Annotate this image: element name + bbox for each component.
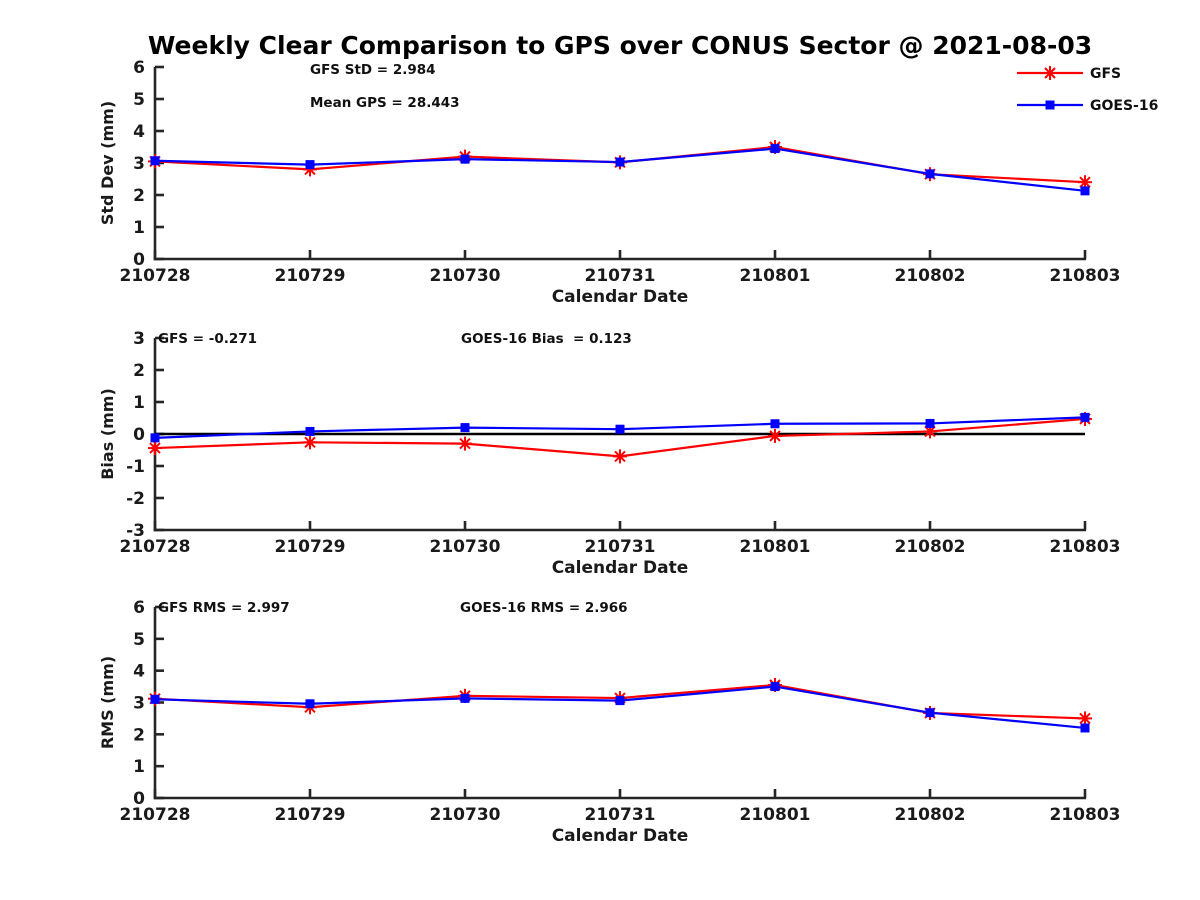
square-marker bbox=[305, 426, 315, 436]
square-marker bbox=[1080, 723, 1090, 733]
square-marker bbox=[1080, 186, 1090, 196]
subplot-bias-mm: -3 -2 -1 0 1 2 3 210728 210729 210730 210731 210801… bbox=[98, 329, 1120, 578]
x-tick-label: 210728 bbox=[120, 537, 191, 557]
square-marker bbox=[925, 169, 935, 179]
square-marker bbox=[460, 693, 470, 703]
square-marker bbox=[150, 433, 160, 443]
legend-label: GFS bbox=[1090, 66, 1121, 82]
square-marker bbox=[150, 156, 160, 166]
legend-item-gfs: GFS bbox=[1017, 66, 1121, 82]
y-tick-label: -3 bbox=[126, 521, 145, 541]
y-tick-label: 1 bbox=[133, 218, 145, 238]
y-tick-label: 0 bbox=[133, 425, 145, 445]
x-tick-label: 210729 bbox=[275, 266, 346, 286]
x-tick-label: 210803 bbox=[1050, 805, 1121, 825]
x-tick-label: 210731 bbox=[585, 266, 656, 286]
figure-title: Weekly Clear Comparison to GPS over CONU… bbox=[147, 31, 1093, 60]
square-marker bbox=[460, 423, 470, 433]
goes-16-markers bbox=[150, 682, 1090, 733]
y-tick-label: 2 bbox=[133, 361, 145, 381]
y-tick-label: 2 bbox=[133, 725, 145, 745]
y-tick-label: 3 bbox=[133, 154, 145, 174]
y-axis-label: Bias (mm) bbox=[98, 388, 117, 480]
y-tick-label: 1 bbox=[133, 393, 145, 413]
goes-16-markers bbox=[150, 144, 1090, 196]
square-marker bbox=[305, 699, 315, 709]
square-marker bbox=[925, 418, 935, 428]
x-tick-label: 210728 bbox=[120, 805, 191, 825]
x-tick-label: 210731 bbox=[585, 805, 656, 825]
x-tick-label: 210803 bbox=[1050, 537, 1121, 557]
asterisk-marker bbox=[613, 449, 627, 464]
square-marker bbox=[925, 708, 935, 718]
x-tick-label: 210803 bbox=[1050, 266, 1121, 286]
asterisk-marker bbox=[458, 436, 472, 451]
y-tick-label: 4 bbox=[133, 662, 145, 682]
x-tick-label: 210730 bbox=[430, 537, 501, 557]
asterisk-marker bbox=[303, 435, 317, 450]
asterisk-marker bbox=[1043, 66, 1057, 80]
goes-16-line bbox=[154, 147, 1086, 192]
y-tick-label: 2 bbox=[133, 186, 145, 206]
goes-16-markers bbox=[150, 412, 1090, 443]
x-axis-label: Calendar Date bbox=[552, 558, 689, 578]
y-axis-label: RMS (mm) bbox=[98, 656, 117, 749]
annotation-text: GFS = -0.271 bbox=[158, 331, 257, 347]
square-marker bbox=[305, 160, 315, 170]
x-tick-label: 210729 bbox=[275, 537, 346, 557]
x-tick-label: 210731 bbox=[585, 537, 656, 557]
y-tick-label: 0 bbox=[133, 250, 145, 270]
x-tick-label: 210728 bbox=[120, 266, 191, 286]
legend-label: GOES-16 bbox=[1090, 98, 1158, 114]
x-tick-label: 210802 bbox=[895, 266, 966, 286]
square-marker bbox=[460, 154, 470, 164]
annotation-text: GOES-16 Bias = 0.123 bbox=[461, 331, 632, 347]
y-tick-label: 1 bbox=[133, 757, 145, 777]
x-axis-label: Calendar Date bbox=[552, 826, 689, 846]
annotation-text: GOES-16 RMS = 2.966 bbox=[460, 600, 628, 616]
y-axis-label: Std Dev (mm) bbox=[98, 101, 117, 225]
x-tick-label: 210729 bbox=[275, 805, 346, 825]
square-marker bbox=[770, 682, 780, 692]
subplot-std-dev-mm: 0 1 2 3 4 5 6 210728 210729 210730 210731 210801 210… bbox=[98, 58, 1120, 307]
square-marker bbox=[615, 157, 625, 167]
y-tick-label: 3 bbox=[133, 329, 145, 349]
x-tick-label: 210801 bbox=[740, 266, 811, 286]
y-tick-label: 4 bbox=[133, 122, 145, 142]
subplot-rms-mm: 0 1 2 3 4 5 6 210728 210729 210730 210731 210801 210… bbox=[98, 598, 1120, 846]
y-tick-label: 5 bbox=[133, 630, 145, 650]
y-tick-label: 3 bbox=[133, 694, 145, 714]
x-tick-label: 210802 bbox=[895, 537, 966, 557]
annotation-text: Mean GPS = 28.443 bbox=[310, 95, 460, 111]
annotation-text: GFS StD = 2.984 bbox=[310, 62, 436, 78]
square-marker bbox=[615, 696, 625, 706]
gfs-markers bbox=[148, 411, 1092, 464]
asterisk-marker bbox=[1078, 711, 1092, 726]
square-marker bbox=[770, 419, 780, 429]
annotation-text: GFS RMS = 2.997 bbox=[158, 600, 290, 616]
square-marker bbox=[1045, 100, 1055, 110]
square-marker bbox=[615, 424, 625, 434]
y-tick-label: 6 bbox=[133, 598, 145, 618]
y-tick-label: -2 bbox=[126, 489, 145, 509]
y-tick-label: 0 bbox=[133, 789, 145, 809]
x-axis-label: Calendar Date bbox=[552, 287, 689, 307]
asterisk-marker bbox=[148, 441, 162, 456]
legend: GFS GOES-16 bbox=[1017, 66, 1158, 114]
square-marker bbox=[150, 694, 160, 704]
legend-item-goes-16: GOES-16 bbox=[1017, 98, 1158, 114]
square-marker bbox=[1080, 412, 1090, 422]
x-tick-label: 210730 bbox=[430, 266, 501, 286]
y-tick-label: 5 bbox=[133, 90, 145, 110]
y-tick-label: 6 bbox=[133, 58, 145, 78]
square-marker bbox=[770, 144, 780, 154]
x-tick-label: 210730 bbox=[430, 805, 501, 825]
y-tick-label: -1 bbox=[126, 457, 145, 477]
asterisk-marker bbox=[768, 428, 782, 443]
x-tick-label: 210802 bbox=[895, 805, 966, 825]
x-tick-label: 210801 bbox=[740, 537, 811, 557]
x-tick-label: 210801 bbox=[740, 805, 811, 825]
